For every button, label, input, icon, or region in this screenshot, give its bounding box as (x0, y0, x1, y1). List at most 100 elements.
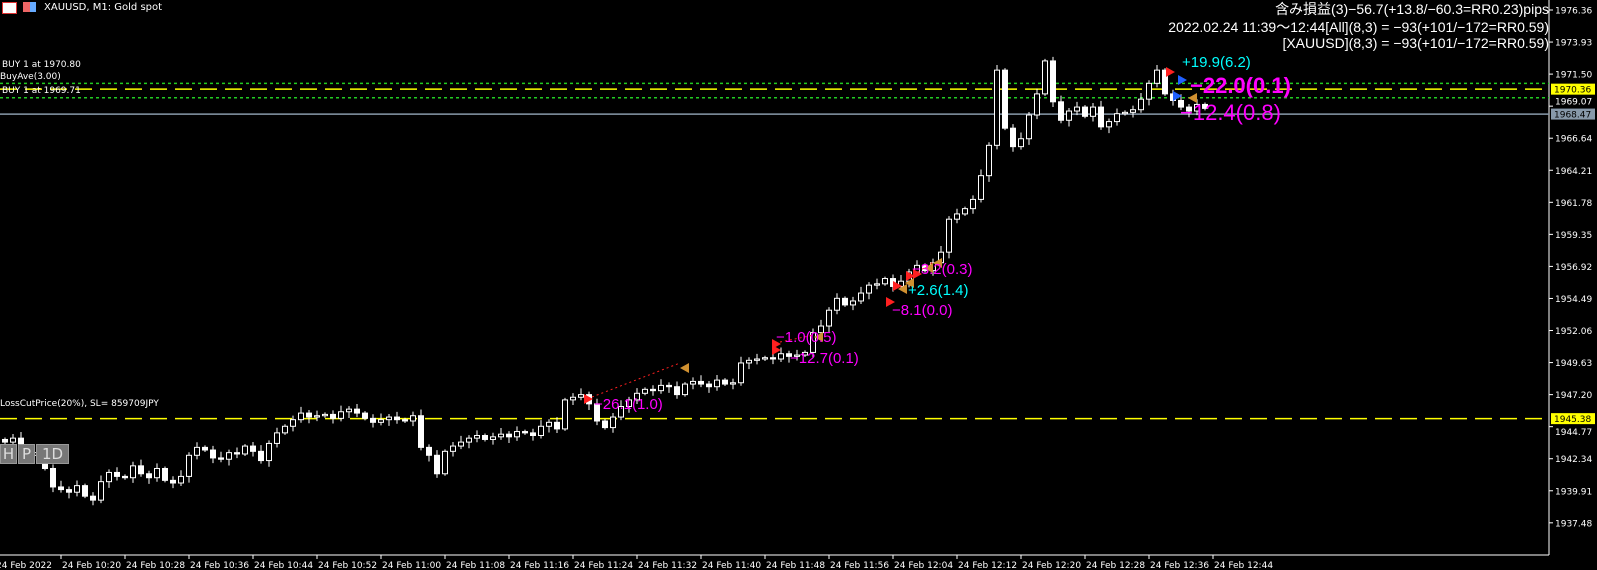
candle-body (370, 417, 376, 423)
candle-body (1058, 101, 1064, 121)
trade-label: −26.1(1.0) (594, 396, 663, 413)
exit-arrow-icon (1188, 93, 1197, 103)
candle-body (522, 431, 528, 434)
candle-body (818, 325, 824, 334)
candle-body (298, 412, 304, 421)
y-tick-label: 1947.20 (1555, 391, 1592, 401)
candle-body (50, 467, 56, 488)
candle (490, 432, 496, 445)
candle-body (826, 309, 832, 327)
candle (1034, 88, 1040, 120)
candle (1066, 108, 1072, 127)
price-level-tag-text: 1945.38 (1554, 415, 1591, 425)
candle-body (226, 452, 232, 460)
candle (1146, 80, 1152, 106)
candle-body (58, 486, 64, 491)
candle (330, 410, 336, 424)
chart-menu-icon[interactable] (2, 2, 17, 14)
candle-body (1018, 138, 1024, 148)
candle-body (466, 437, 472, 443)
candle (354, 403, 360, 418)
candle-body (114, 471, 120, 477)
candle (82, 483, 88, 499)
trade-label: −22.0(0.1) (1190, 73, 1291, 98)
candle (170, 476, 176, 489)
candle (666, 382, 672, 393)
candle (1114, 108, 1120, 126)
candle (746, 357, 752, 370)
candle (506, 431, 512, 444)
candle-body (1114, 113, 1120, 123)
candle-body (90, 495, 96, 501)
candle (802, 350, 808, 358)
candle-body (634, 392, 640, 401)
p-button[interactable]: P (18, 444, 35, 464)
candle (450, 441, 456, 457)
buy-average-label: BuyAve(3.00) (0, 72, 61, 82)
candle-body (1002, 69, 1008, 129)
candle-body (378, 419, 384, 423)
y-tick-label: 1949.63 (1555, 359, 1592, 369)
candle-body (154, 467, 160, 479)
candle-body (1026, 114, 1032, 140)
candle (1186, 104, 1192, 118)
candle-body (450, 445, 456, 452)
candle (578, 388, 584, 401)
candle (850, 296, 856, 311)
candle-body (562, 399, 568, 430)
candle (386, 414, 392, 426)
candle (338, 405, 344, 422)
candle (946, 216, 952, 259)
candle-body (842, 297, 848, 306)
buy-line-label-1: BUY 1 at 1970.80 (2, 60, 81, 70)
candle-body (594, 403, 600, 422)
candle (986, 142, 992, 182)
candle-body (186, 454, 192, 477)
save-icon[interactable] (23, 2, 36, 12)
exit-arrow-icon (814, 332, 823, 342)
trade-label: −3.2(0.3) (912, 261, 973, 278)
candle-body (314, 415, 320, 418)
candle (610, 412, 616, 433)
x-tick-label: 24 Feb 11:56 (830, 561, 889, 570)
buy-entry-arrow-icon (584, 394, 593, 404)
candle (834, 293, 840, 315)
candle-body (178, 475, 184, 484)
candle-body (338, 411, 344, 419)
candle-body (874, 283, 880, 286)
h-button[interactable]: H (0, 444, 17, 464)
candle (1122, 110, 1128, 116)
buy-entry-arrow-icon (886, 297, 895, 307)
buy-entry-arrow-icon (893, 281, 902, 291)
candle-body (506, 433, 512, 438)
x-tick-label: 24 Feb 11:32 (638, 561, 697, 570)
candle (794, 349, 800, 361)
x-tick-label: 24 Feb 12:04 (894, 561, 953, 570)
candle-body (362, 412, 368, 419)
x-tick-label: 24 Feb 11:24 (574, 561, 633, 570)
1d-button[interactable]: 1D (36, 444, 69, 464)
candle (1090, 102, 1096, 122)
candle (1026, 111, 1032, 145)
trade-connector-line (917, 261, 934, 273)
candle (762, 355, 768, 361)
candle (538, 420, 544, 439)
candle (1082, 105, 1088, 119)
candle-body (546, 421, 552, 427)
candle-body (730, 382, 736, 385)
candle (626, 396, 632, 413)
candle-body (1202, 103, 1208, 109)
candle (394, 411, 400, 424)
candle-body (834, 297, 840, 311)
candle (1074, 101, 1080, 116)
candle (282, 424, 288, 435)
candle-body (394, 416, 400, 421)
candle-body (1050, 60, 1056, 103)
candle-body (514, 431, 520, 438)
x-tick-label: 24 Feb 12:12 (958, 561, 1017, 570)
candle (994, 65, 1000, 150)
candle-body (690, 380, 696, 385)
x-tick-label: 24 Feb 11:16 (510, 561, 569, 570)
candle (810, 328, 816, 358)
